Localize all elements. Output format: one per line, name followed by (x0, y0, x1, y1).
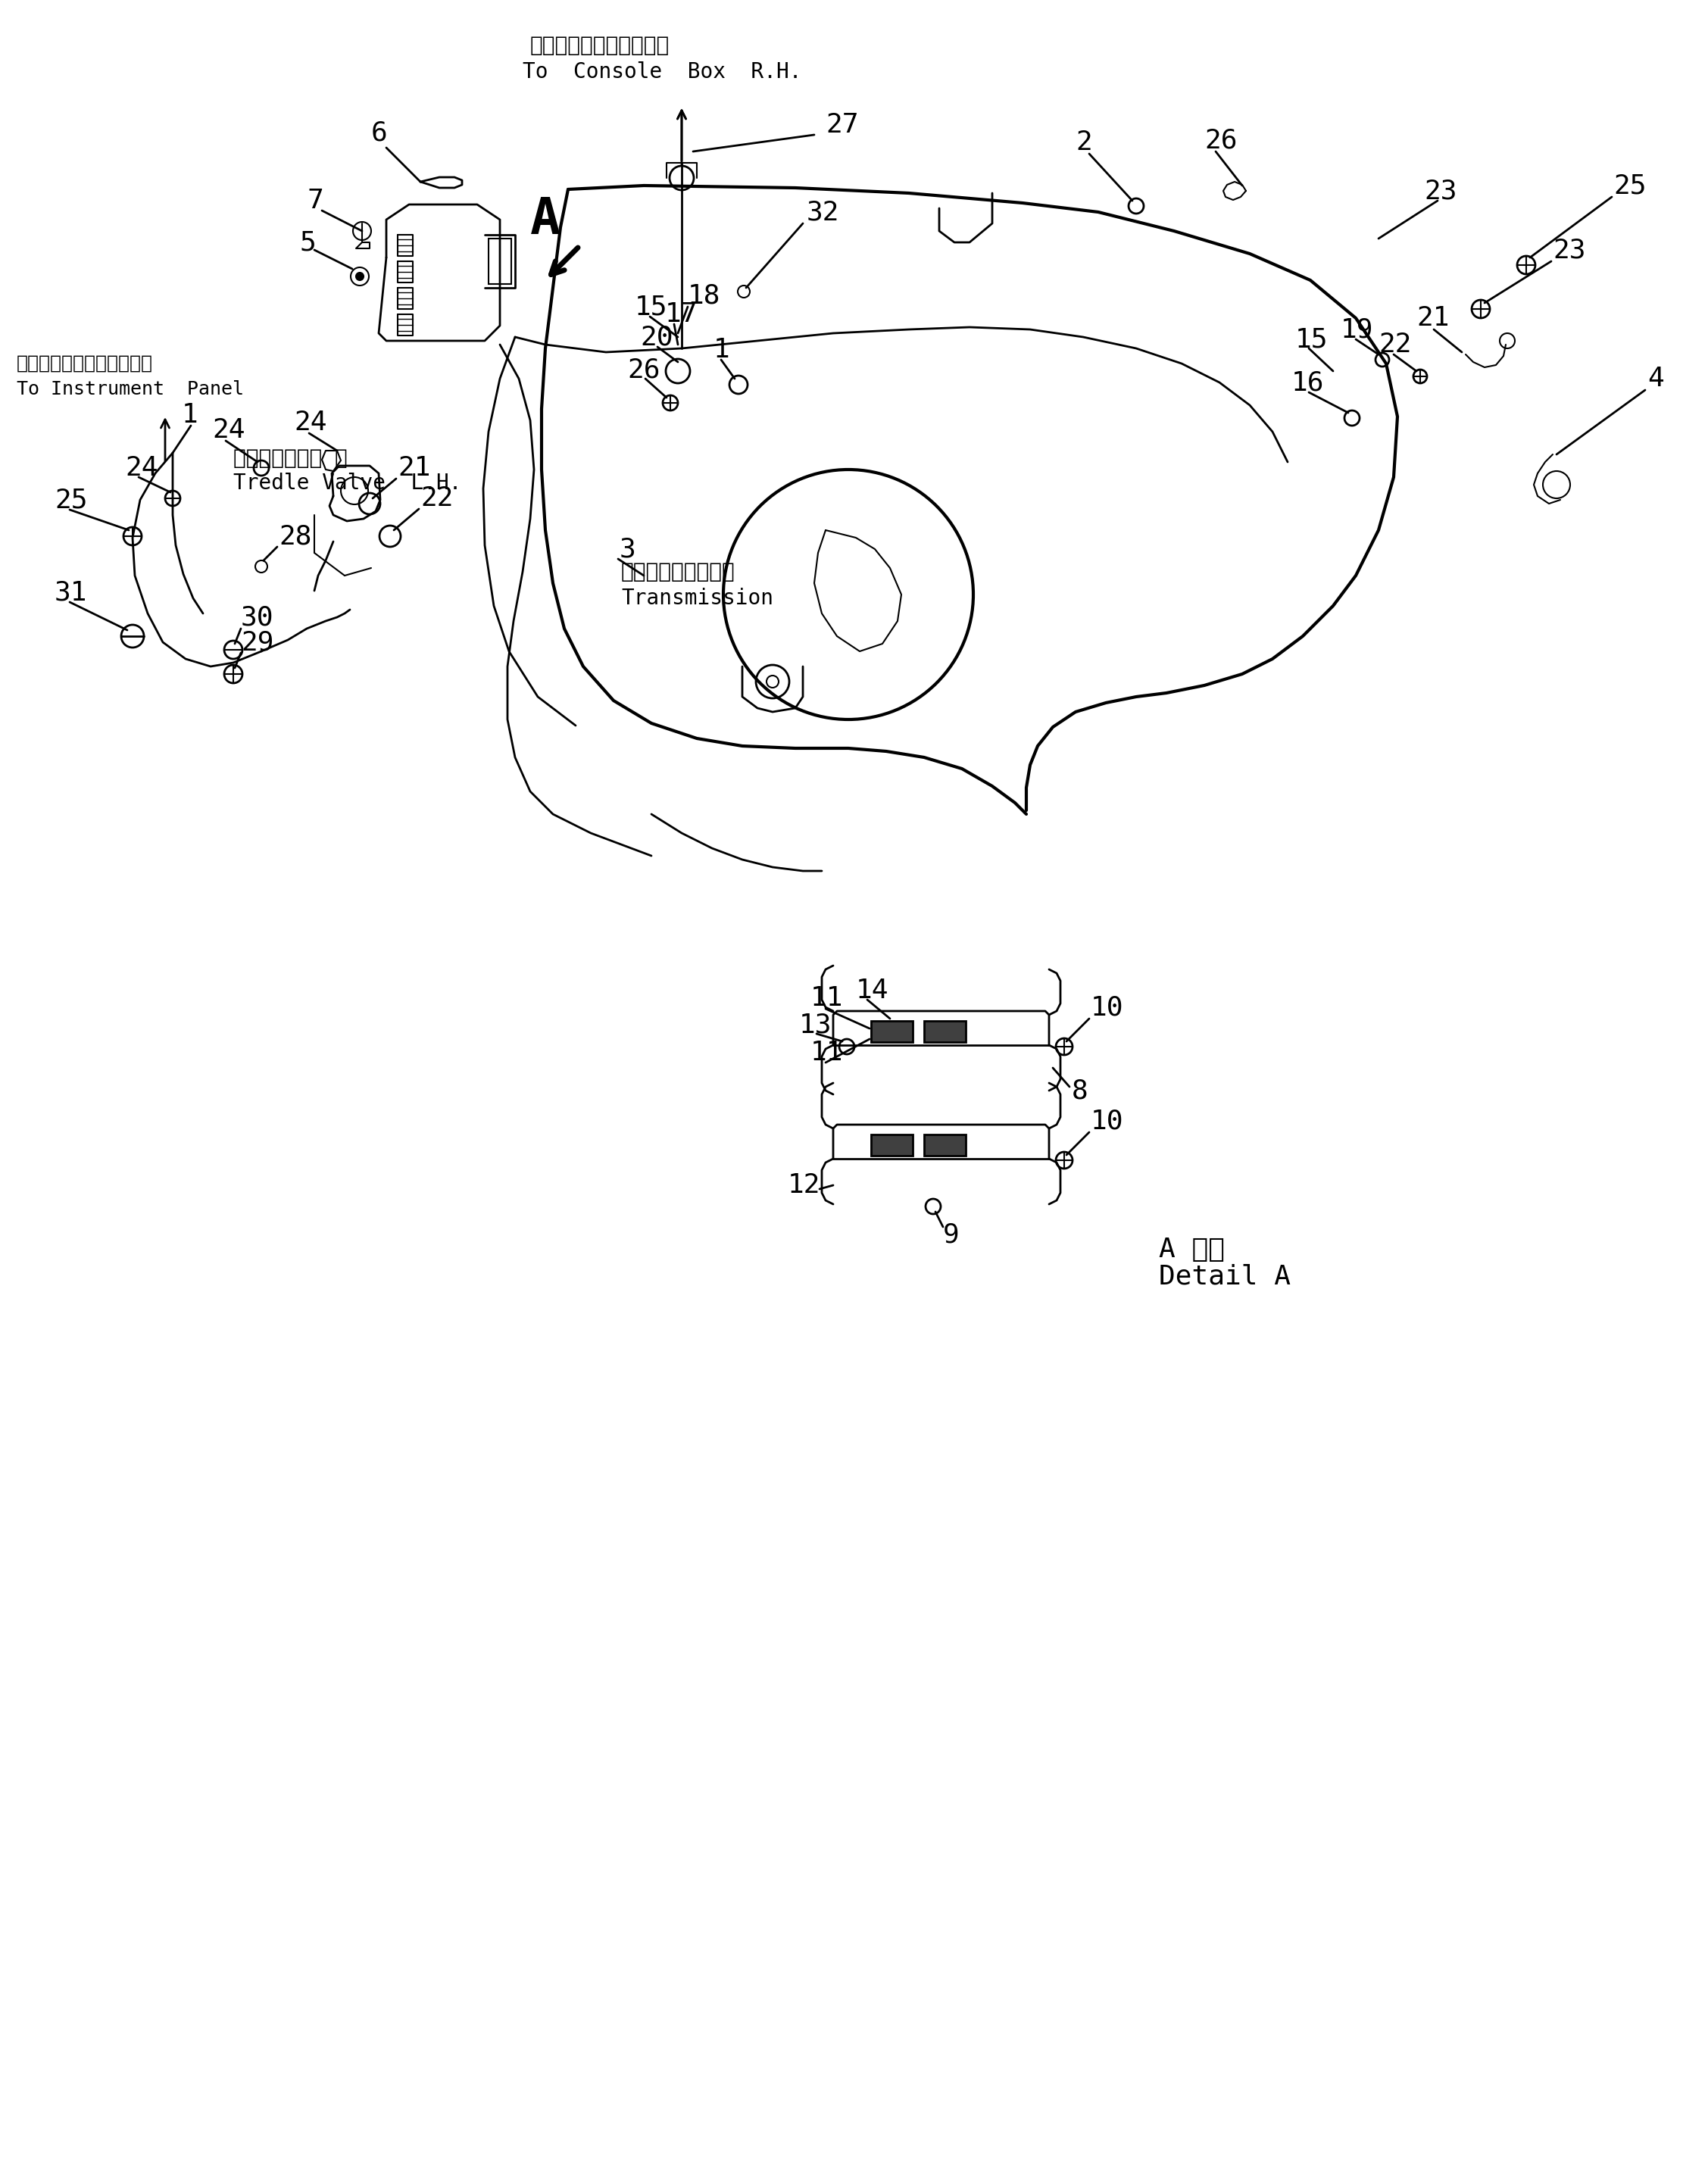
Text: 11: 11 (811, 986, 844, 1012)
Text: To  Console  Box  R.H.: To Console Box R.H. (523, 61, 801, 82)
Text: 15: 15 (1295, 327, 1329, 353)
Bar (924, 1135, 965, 1157)
Text: 31: 31 (55, 578, 87, 604)
Text: To Instrument  Panel: To Instrument Panel (17, 381, 244, 399)
Text: 30: 30 (241, 604, 273, 630)
Text: 25: 25 (1614, 173, 1647, 199)
Text: コンソールボックス右へ: コンソールボックス右へ (529, 35, 670, 56)
Text: 7: 7 (307, 188, 323, 214)
Bar (871, 1020, 912, 1042)
Text: Tredle Valve  L.H.: Tredle Valve L.H. (234, 472, 461, 494)
Text: 27: 27 (825, 113, 859, 139)
Bar (871, 1135, 912, 1157)
Text: 24: 24 (125, 455, 157, 481)
Circle shape (355, 273, 364, 279)
Text: 21: 21 (1416, 305, 1450, 331)
Text: 12: 12 (787, 1172, 820, 1198)
Text: Detail A: Detail A (1158, 1263, 1291, 1289)
Text: 15: 15 (635, 295, 668, 321)
Text: 25: 25 (55, 487, 87, 513)
Bar (924, 1020, 965, 1042)
Text: 5: 5 (299, 230, 316, 256)
Text: A: A (529, 195, 560, 245)
Text: トランスミッション: トランスミッション (622, 561, 734, 583)
Text: 6: 6 (371, 119, 388, 145)
Text: 20: 20 (640, 325, 673, 351)
Text: 23: 23 (1424, 178, 1457, 204)
Text: 24: 24 (212, 418, 244, 444)
Text: インスツルメントパネルへ: インスツルメントパネルへ (17, 355, 154, 373)
Text: 9: 9 (943, 1222, 960, 1248)
Text: 22: 22 (1378, 331, 1411, 357)
Text: 2: 2 (1076, 130, 1091, 156)
Text: 22: 22 (420, 485, 453, 511)
Bar (488, 238, 511, 284)
Text: A 詳細: A 詳細 (1158, 1237, 1225, 1263)
Text: 26: 26 (627, 357, 659, 383)
Text: 11: 11 (811, 1040, 844, 1066)
Text: 3: 3 (620, 537, 635, 561)
Text: 26: 26 (1204, 128, 1237, 154)
Text: 14: 14 (856, 977, 888, 1003)
Text: 10: 10 (1091, 994, 1124, 1020)
Text: 17: 17 (664, 301, 699, 327)
Text: 1: 1 (714, 338, 729, 362)
Text: 19: 19 (1341, 316, 1373, 342)
Text: トレドルバルブ 左: トレドルバルブ 左 (234, 448, 347, 468)
Text: 8: 8 (1071, 1079, 1088, 1102)
Text: 24: 24 (294, 409, 326, 435)
Text: 10: 10 (1091, 1109, 1124, 1133)
Text: 32: 32 (806, 199, 840, 225)
Text: 29: 29 (241, 630, 273, 654)
Text: 1: 1 (181, 403, 198, 429)
Text: 21: 21 (398, 455, 430, 481)
Text: 28: 28 (278, 524, 311, 548)
Text: 16: 16 (1291, 370, 1324, 396)
Text: 18: 18 (688, 282, 721, 308)
Text: 13: 13 (799, 1012, 832, 1038)
Text: 23: 23 (1553, 236, 1585, 262)
Text: Transmission: Transmission (622, 587, 774, 609)
Text: 4: 4 (1648, 366, 1664, 392)
